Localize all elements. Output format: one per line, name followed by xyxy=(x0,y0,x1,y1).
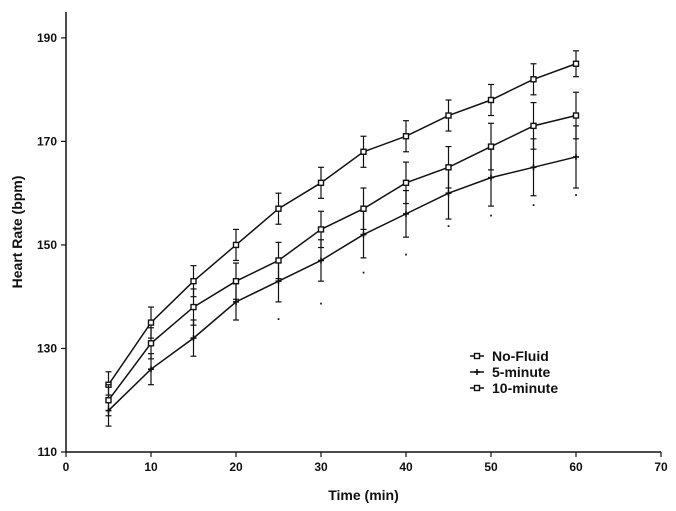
y-tick-label: 150 xyxy=(37,238,57,252)
data-point xyxy=(487,143,495,150)
series-layer xyxy=(105,50,580,427)
x-axis-title: Time (min) xyxy=(328,487,399,503)
data-point xyxy=(232,241,240,249)
ticks: 0 10 20 30 40 50 60 70 110 130 150 170 190 xyxy=(37,31,668,474)
data-point xyxy=(317,226,325,233)
legend-label: 5-minute xyxy=(492,364,551,380)
axes xyxy=(65,12,661,453)
data-point xyxy=(402,179,410,187)
legend-marker xyxy=(473,352,481,360)
x-tick-label: 30 xyxy=(314,460,328,474)
data-point xyxy=(318,257,324,264)
legend-label: 10-minute xyxy=(492,380,558,396)
annotations: ........ xyxy=(277,185,578,323)
data-point xyxy=(445,164,452,171)
data-point xyxy=(402,133,410,140)
series-line-5-minute xyxy=(107,156,577,412)
data-point xyxy=(105,397,112,404)
data-point xyxy=(232,277,240,285)
significance-marker: . xyxy=(362,262,365,276)
significance-marker: . xyxy=(447,216,450,230)
significance-marker: . xyxy=(319,293,322,307)
data-point xyxy=(403,210,409,217)
data-point xyxy=(530,164,537,171)
legend-item-10-minute: 10-minute xyxy=(470,380,558,396)
data-point xyxy=(190,335,197,342)
data-point xyxy=(190,277,197,285)
series-line-no-fluid xyxy=(107,63,577,386)
y-tick-label: 130 xyxy=(37,341,57,355)
data-point xyxy=(190,303,197,311)
data-point xyxy=(148,366,154,373)
data-point xyxy=(572,112,580,119)
significance-marker: . xyxy=(277,309,280,323)
x-tick-label: 20 xyxy=(229,460,243,474)
x-tick-label: 0 xyxy=(63,460,70,474)
series-line-10-minute xyxy=(107,114,577,401)
series-10-minute xyxy=(105,91,580,417)
legend-marker xyxy=(473,384,481,392)
data-point xyxy=(488,174,494,181)
x-tick-label: 40 xyxy=(399,460,413,474)
legend-item-5-minute: 5-minute xyxy=(470,364,551,380)
data-point xyxy=(445,112,452,119)
data-point xyxy=(360,231,367,238)
data-point xyxy=(147,319,155,326)
y-tick-label: 190 xyxy=(37,31,57,45)
significance-marker: . xyxy=(404,244,407,258)
significance-marker: . xyxy=(574,185,577,199)
data-point xyxy=(572,60,580,67)
data-point xyxy=(317,179,325,187)
y-tick-label: 110 xyxy=(38,445,58,459)
data-point xyxy=(445,190,452,197)
significance-marker: . xyxy=(532,195,535,209)
data-point xyxy=(530,122,537,130)
data-point xyxy=(360,205,367,212)
x-tick-label: 50 xyxy=(484,460,498,474)
legend-item-no-fluid: No-Fluid xyxy=(470,348,549,364)
x-tick-label: 10 xyxy=(144,460,158,474)
data-point xyxy=(573,153,579,160)
y-axis-title: Heart Rate (bpm) xyxy=(9,176,25,289)
data-point xyxy=(530,76,537,83)
legend-label: No-Fluid xyxy=(492,348,549,364)
data-point xyxy=(360,148,367,155)
significance-marker: . xyxy=(489,205,492,219)
data-point xyxy=(487,96,495,104)
legend-marker xyxy=(474,369,480,375)
data-point xyxy=(147,340,155,347)
data-point xyxy=(275,205,282,212)
x-tick-label: 60 xyxy=(569,460,583,474)
series-no-fluid xyxy=(105,50,580,399)
x-tick-label: 70 xyxy=(654,460,668,474)
y-tick-label: 170 xyxy=(37,134,57,148)
data-point xyxy=(275,257,282,264)
